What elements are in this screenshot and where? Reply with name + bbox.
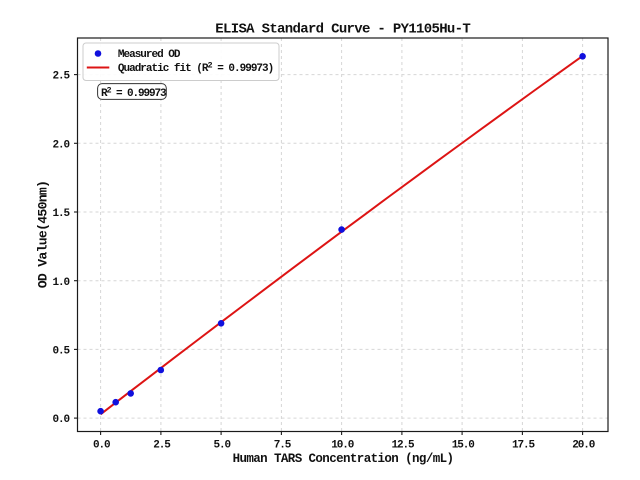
svg-text:2.5: 2.5 — [153, 440, 171, 452]
svg-text:1.0: 1.0 — [52, 277, 69, 289]
svg-text:17.5: 17.5 — [512, 440, 536, 452]
svg-text:15.0: 15.0 — [452, 440, 475, 452]
svg-text:0.5: 0.5 — [52, 346, 70, 358]
svg-text:OD Value(450nm): OD Value(450nm) — [36, 181, 51, 288]
svg-text:2.0: 2.0 — [52, 139, 69, 151]
svg-text:0.0: 0.0 — [52, 414, 69, 426]
svg-text:ELISA Standard Curve - PY1105H: ELISA Standard Curve - PY1105Hu-T — [215, 22, 470, 38]
svg-text:12.5: 12.5 — [391, 440, 415, 452]
svg-text:2.5: 2.5 — [52, 71, 70, 83]
svg-text:7.5: 7.5 — [274, 440, 292, 452]
svg-text:0.0: 0.0 — [93, 440, 110, 452]
svg-text:1.5: 1.5 — [52, 208, 70, 220]
svg-text:5.0: 5.0 — [213, 440, 230, 452]
svg-text:20.0: 20.0 — [572, 440, 595, 452]
svg-text:R2 = 0.99973: R2 = 0.99973 — [101, 85, 167, 100]
svg-text:Quadratic fit (R2 = 0.99973): Quadratic fit (R2 = 0.99973) — [118, 61, 273, 76]
svg-text:Measured OD: Measured OD — [118, 49, 181, 61]
svg-text:Human TARS Concentration (ng/m: Human TARS Concentration (ng/mL) — [233, 452, 454, 466]
svg-text:10.0: 10.0 — [331, 440, 354, 452]
